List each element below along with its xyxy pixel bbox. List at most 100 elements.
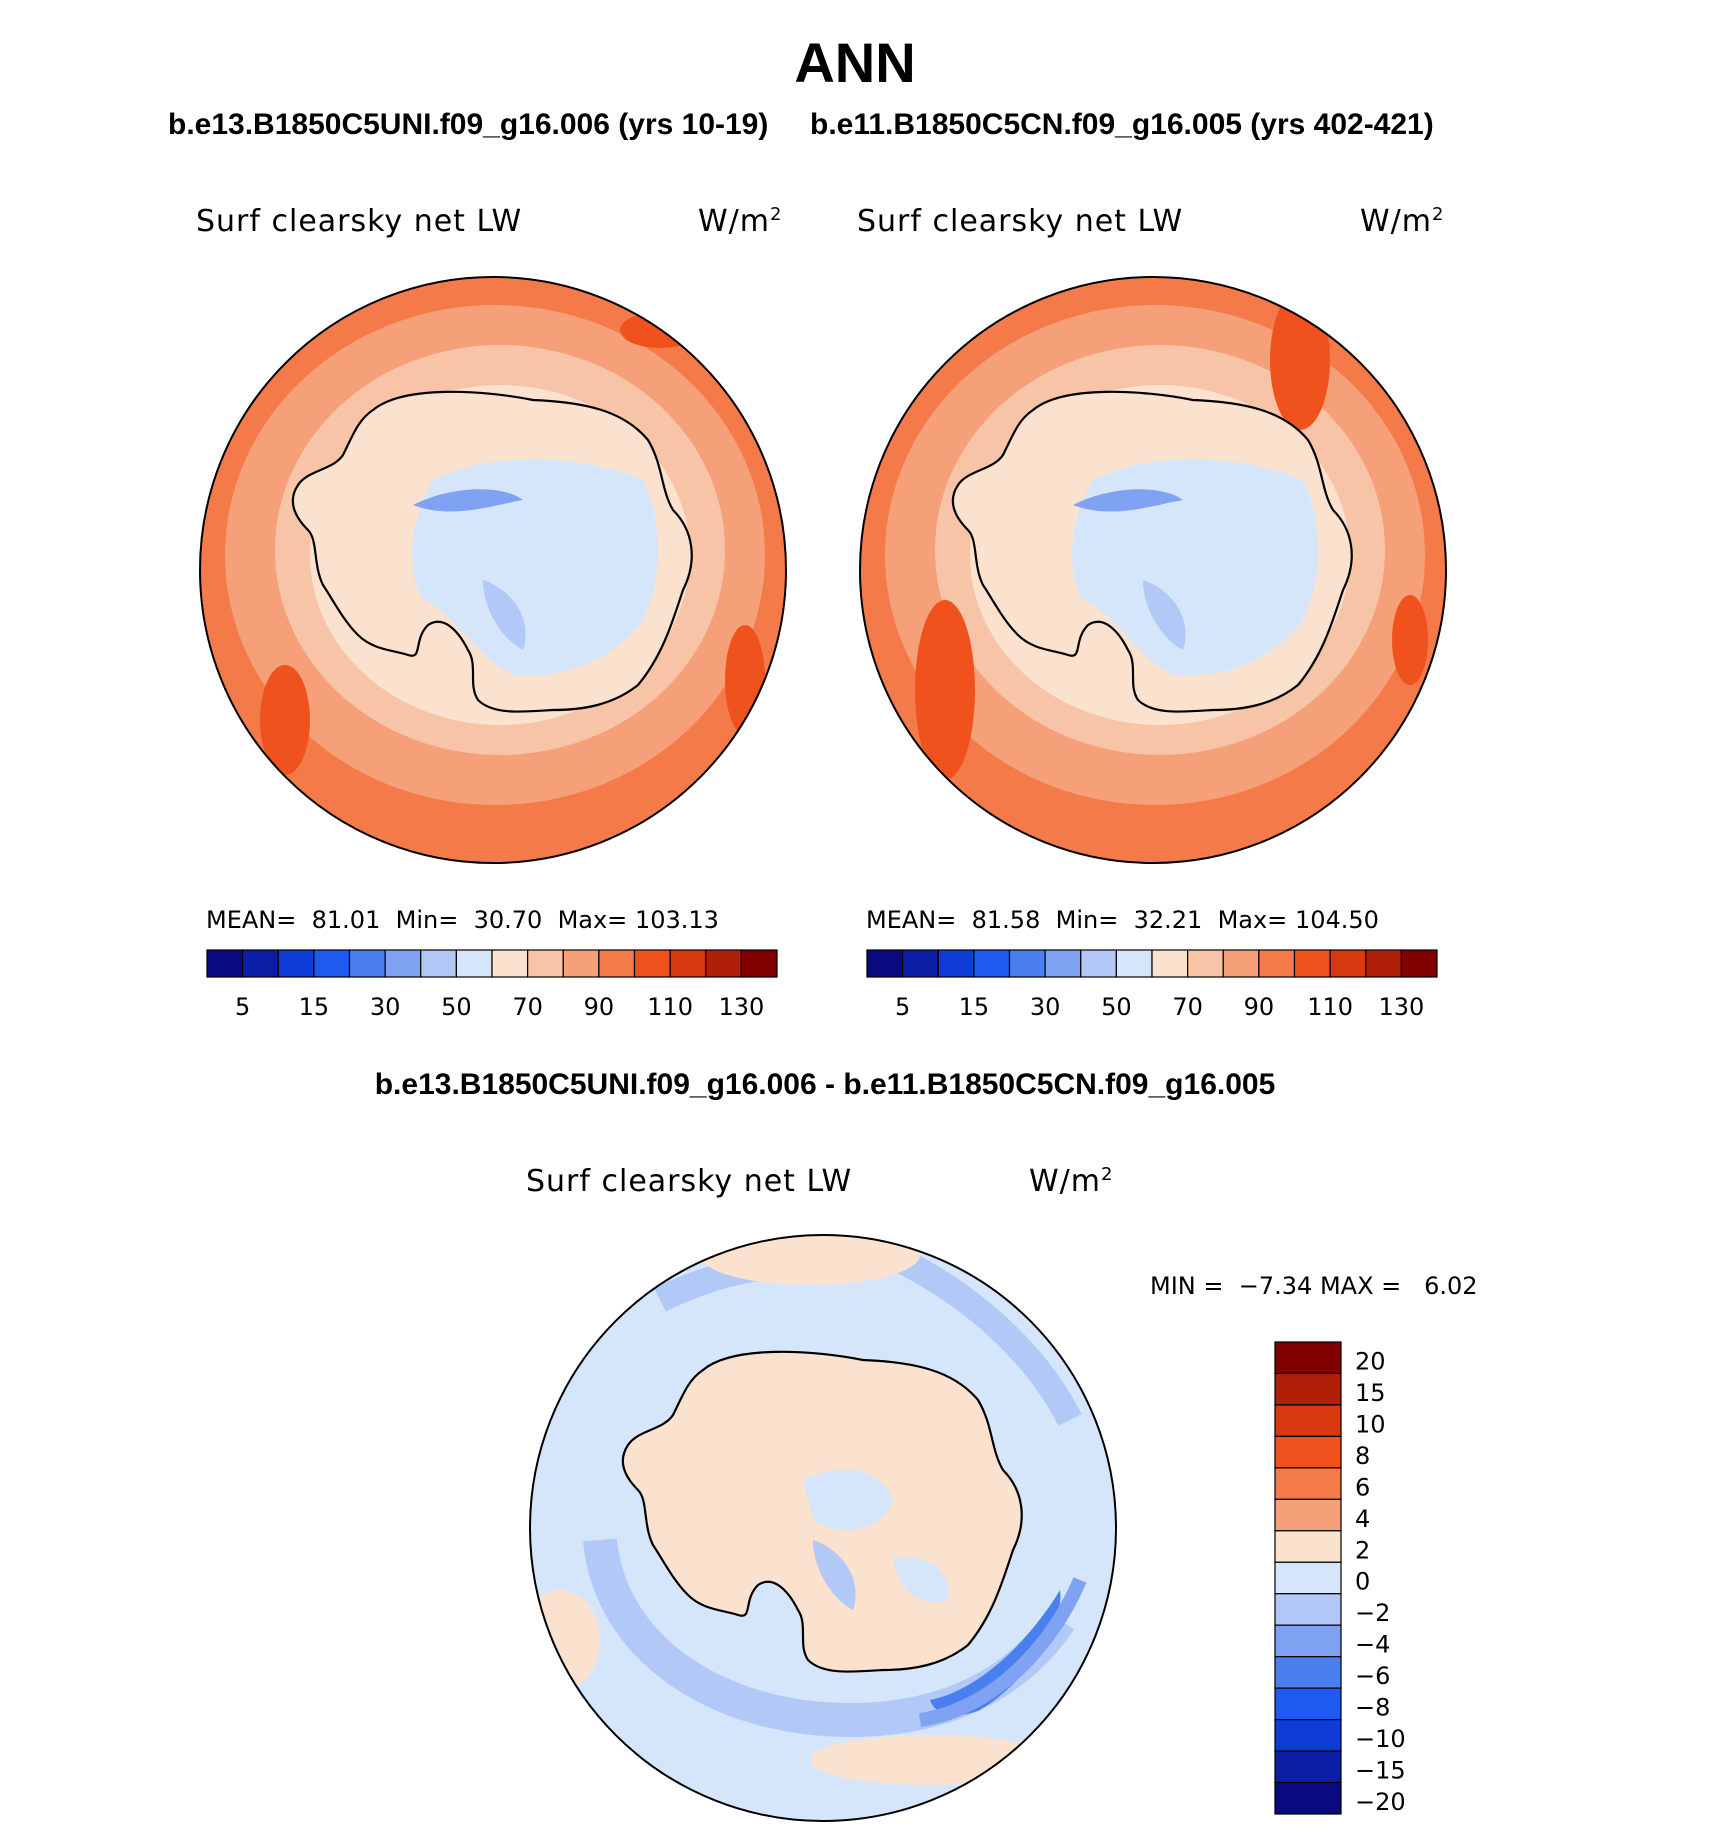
- colorbar-swatch: [1274, 1372, 1342, 1406]
- colorbar-swatch: [1222, 949, 1260, 978]
- colorbar-tick-label: 5: [235, 993, 250, 1021]
- colorbar-swatch: [1274, 1404, 1342, 1438]
- colorbar-swatch: [420, 949, 457, 978]
- colorbar-tick-label: 20: [1355, 1347, 1386, 1375]
- colorbar-swatch: [1274, 1498, 1342, 1532]
- panel2-map-border: [859, 276, 1447, 864]
- colorbar-swatch: [705, 949, 742, 978]
- colorbar-swatch: [1329, 949, 1367, 978]
- colorbar-swatch: [1274, 1687, 1342, 1721]
- colorbar-tick-label: −8: [1355, 1694, 1390, 1722]
- colorbar-swatch: [1151, 949, 1189, 978]
- colorbar-tick-label: −15: [1355, 1757, 1406, 1785]
- colorbar-swatch: [277, 949, 315, 978]
- colorbar-swatch: [633, 949, 671, 978]
- panel2-units-label: W/m2: [1360, 204, 1445, 239]
- colorbar-swatch: [1400, 949, 1438, 978]
- colorbar-swatch: [313, 949, 351, 978]
- colorbar-swatch: [1274, 1467, 1342, 1500]
- colorbar-swatch: [1274, 1718, 1342, 1752]
- colorbar-swatch: [1365, 949, 1402, 978]
- colorbar-tick-label: 8: [1355, 1442, 1370, 1470]
- diff-map: [530, 1235, 1116, 1821]
- panel2-map: [860, 277, 1446, 863]
- colorbar-swatch: [242, 949, 279, 978]
- colorbar-tick-label: −4: [1355, 1631, 1390, 1659]
- colorbar-tick-label: 4: [1355, 1505, 1370, 1533]
- panel1-map-border: [199, 276, 787, 864]
- colorbar-swatch: [973, 949, 1011, 978]
- case2-title: b.e11.B1850C5CN.f09_g16.005 (yrs 402-421…: [810, 108, 1434, 141]
- case1-title: b.e13.B1850C5UNI.f09_g16.006 (yrs 10-19): [168, 108, 769, 141]
- colorbar-swatch: [902, 949, 939, 978]
- colorbar-tick-label: −2: [1355, 1599, 1390, 1627]
- colorbar-tick-label: 15: [299, 993, 330, 1021]
- colorbar-tick-label: 130: [1378, 993, 1424, 1021]
- colorbar-swatch: [1274, 1435, 1342, 1469]
- colorbar-tick-label: 2: [1355, 1536, 1370, 1564]
- diff-map-border: [529, 1234, 1117, 1822]
- colorbar-tick-label: 6: [1355, 1473, 1370, 1501]
- colorbar-tick-label: −20: [1355, 1788, 1406, 1816]
- colorbar-swatch: [1274, 1530, 1342, 1563]
- colorbar-swatch: [866, 949, 904, 978]
- colorbar-swatch: [1293, 949, 1331, 978]
- colorbar-tick-label: 50: [441, 993, 472, 1021]
- panel1-units-label: W/m2: [698, 204, 783, 239]
- colorbar-tick-label: 130: [718, 993, 764, 1021]
- panel2-variable-label: Surf clearsky net LW: [857, 204, 1184, 239]
- colorbar-swatch: [1008, 949, 1046, 978]
- colorbar-swatch: [1274, 1561, 1342, 1595]
- colorbar-swatch: [384, 949, 422, 978]
- colorbar-swatch: [348, 949, 386, 978]
- colorbar-tick-label: 90: [584, 993, 615, 1021]
- colorbar-tick-label: −6: [1355, 1662, 1390, 1690]
- colorbar-swatch: [562, 949, 600, 978]
- colorbar-swatch: [669, 949, 707, 978]
- panel1-map: [200, 277, 786, 863]
- colorbar-swatch: [1258, 949, 1296, 978]
- colorbar-swatch: [740, 949, 778, 978]
- colorbar-swatch: [206, 949, 244, 978]
- colorbar-swatch: [1274, 1593, 1342, 1626]
- colorbar-swatch: [1274, 1624, 1342, 1658]
- colorbar-tick-label: 110: [1307, 993, 1353, 1021]
- colorbar-swatch: [937, 949, 975, 978]
- colorbar-tick-label: 30: [370, 993, 401, 1021]
- colorbar-tick-label: 15: [959, 993, 990, 1021]
- colorbar-swatch: [1044, 949, 1082, 978]
- colorbar-swatch: [598, 949, 636, 978]
- colorbar-tick-label: 10: [1355, 1410, 1386, 1438]
- colorbar-tick-label: 15: [1355, 1379, 1386, 1407]
- colorbar-swatch: [455, 949, 493, 978]
- colorbar-swatch: [1274, 1656, 1342, 1689]
- difference-title: b.e13.B1850C5UNI.f09_g16.006 - b.e11.B18…: [374, 1068, 1276, 1101]
- colorbar-tick-label: 90: [1244, 993, 1275, 1021]
- colorbar-swatch: [1115, 949, 1153, 978]
- colorbar-swatch: [1274, 1341, 1342, 1375]
- colorbar-tick-label: −10: [1355, 1725, 1406, 1753]
- colorbar-swatch: [1274, 1781, 1342, 1815]
- colorbar-tick-label: 0: [1355, 1568, 1370, 1596]
- panel1-colorbar: 5 15 30 50 70 90 110 130: [206, 949, 778, 1021]
- page-title: ANN: [794, 31, 916, 94]
- diff-stats: MIN = −7.34 MAX = 6.02: [1150, 1272, 1478, 1300]
- panel1-stats: MEAN= 81.01 Min= 30.70 Max= 103.13: [206, 906, 719, 934]
- colorbar-tick-label: 70: [512, 993, 543, 1021]
- panel2-colorbar: 5 15 30 50 70 90 110 130: [866, 949, 1438, 1021]
- colorbar-swatch: [1187, 949, 1224, 978]
- panel2-stats: MEAN= 81.58 Min= 32.21 Max= 104.50: [866, 906, 1379, 934]
- colorbar-swatch: [1080, 949, 1117, 978]
- colorbar-swatch: [491, 949, 529, 978]
- panel1-variable-label: Surf clearsky net LW: [196, 204, 523, 239]
- diff-variable-label: Surf clearsky net LW: [526, 1164, 853, 1199]
- diff-units-label: W/m2: [1029, 1164, 1114, 1199]
- colorbar-swatch: [1274, 1750, 1342, 1784]
- colorbar-tick-label: 70: [1172, 993, 1203, 1021]
- colorbar-swatch: [527, 949, 564, 978]
- colorbar-tick-label: 110: [647, 993, 693, 1021]
- colorbar-tick-label: 50: [1101, 993, 1132, 1021]
- colorbar-tick-label: 30: [1030, 993, 1061, 1021]
